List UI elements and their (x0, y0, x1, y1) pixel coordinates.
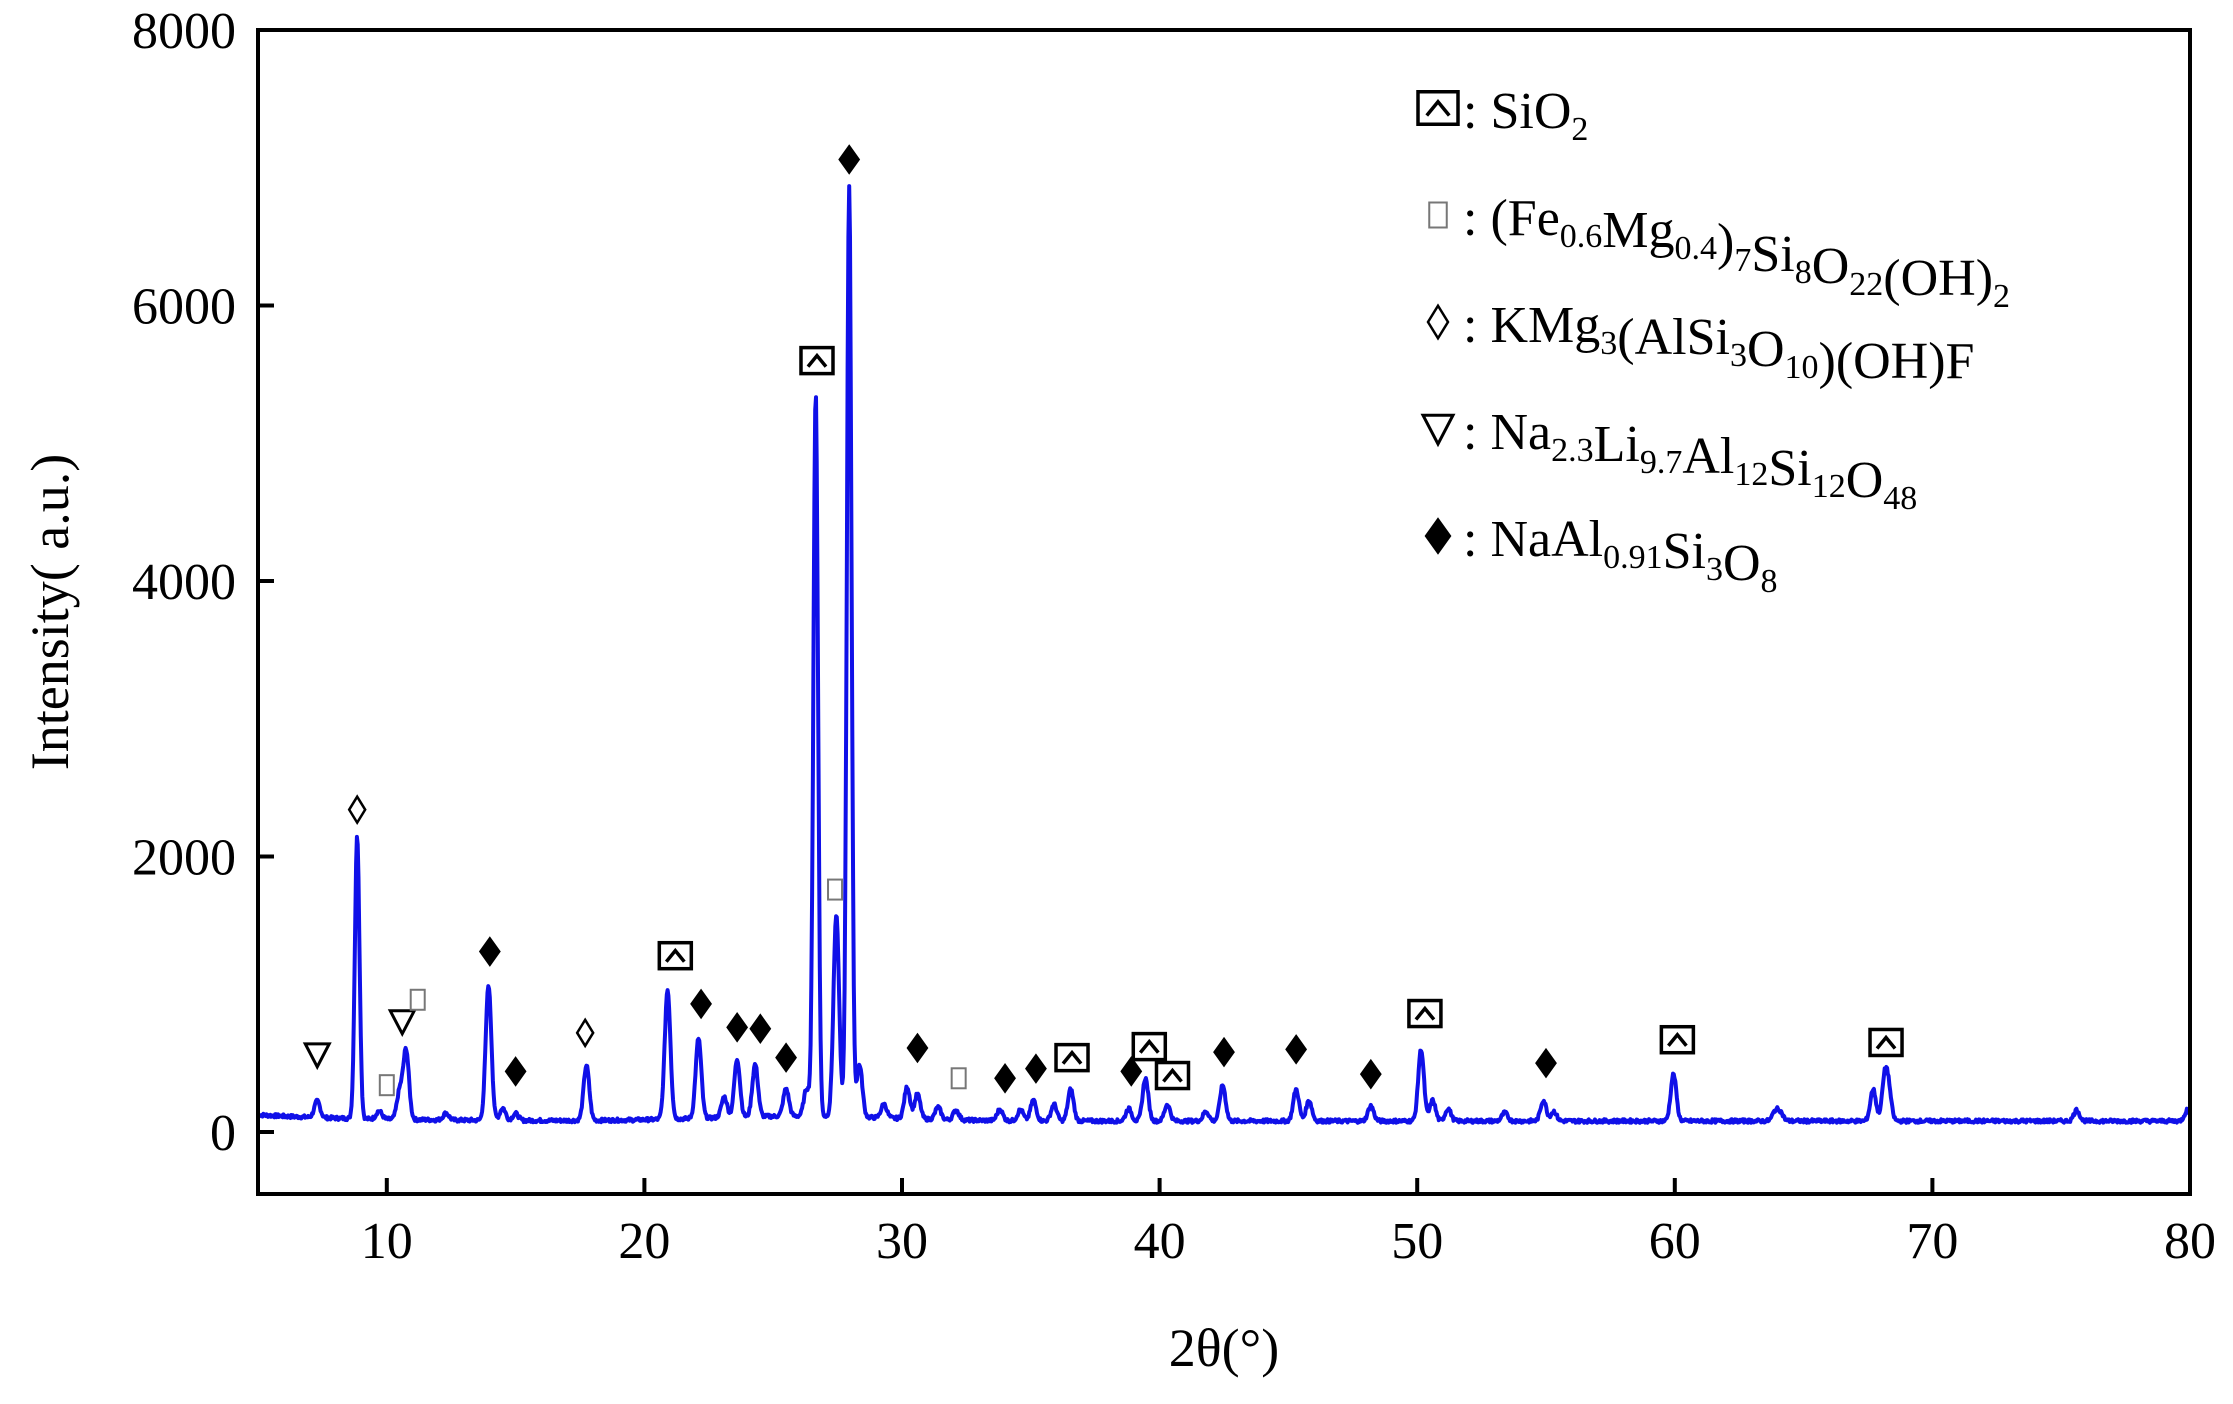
filled-diamond-marker (1535, 1047, 1557, 1079)
x-tick-label: 50 (1391, 1213, 1443, 1270)
y-tick-label: 0 (210, 1105, 236, 1162)
legend-item: : SiO2 (1416, 83, 1588, 148)
filled-diamond-marker (1120, 1056, 1143, 1087)
legend-label: : (Fe0.6Mg0.4)7Si8O22(OH)2 (1463, 190, 2010, 315)
filled-diamond-marker (1424, 517, 1452, 555)
legend-label: : NaAl0.91Si3O8 (1463, 511, 1778, 600)
filled-diamond-marker (775, 1042, 798, 1073)
small-square-marker (378, 1074, 395, 1097)
filled-diamond-marker (1285, 1034, 1308, 1065)
x-tick-label: 40 (1134, 1213, 1186, 1270)
boxed-caret-marker (1131, 1031, 1168, 1062)
filled-diamond-marker (1213, 1036, 1235, 1068)
xrd-pattern-line (256, 184, 2192, 1125)
peak-markers (302, 144, 1904, 1097)
plot-frame (256, 28, 2192, 1196)
filled-diamond-marker (478, 936, 501, 967)
boxed-caret-marker (799, 345, 835, 376)
filled-diamond-marker (726, 1012, 749, 1043)
small-square-marker (409, 988, 426, 1011)
boxed-caret-marker (1407, 998, 1443, 1029)
filled-diamond-marker (1025, 1053, 1047, 1084)
filled-diamond-marker (504, 1056, 527, 1087)
x-tick-label: 10 (361, 1213, 413, 1270)
legend: : SiO2 : (Fe0.6Mg0.4)7Si8O22(OH)2 : KMg3… (1416, 83, 2010, 600)
legend-item: : (Fe0.6Mg0.4)7Si8O22(OH)2 (1428, 190, 2010, 315)
boxed-caret-marker (1154, 1060, 1191, 1091)
legend-label: : SiO2 (1463, 83, 1588, 148)
legend-item: : NaAl0.91Si3O8 (1424, 511, 1778, 600)
y-tick-label: 4000 (132, 554, 236, 611)
filled-diamond-marker (994, 1062, 1016, 1094)
y-tick-label: 2000 (132, 830, 236, 887)
y-tick-label: 8000 (132, 3, 236, 60)
y-axis-label: Intensity( a.u.) (20, 454, 80, 770)
filled-diamond-marker (1359, 1058, 1382, 1090)
small-square-marker (1428, 201, 1448, 229)
open-diamond-marker (1426, 303, 1450, 341)
legend-item: : Na2.3Li9.7Al12Si12O48 (1420, 404, 1917, 517)
boxed-caret-marker (657, 940, 694, 971)
open-triangle-down-marker (1420, 413, 1456, 448)
boxed-caret-marker (1054, 1042, 1090, 1073)
y-tick-label: 6000 (132, 279, 236, 336)
filled-diamond-marker (906, 1032, 929, 1064)
filled-diamond-marker (749, 1013, 772, 1044)
x-tick-label: 20 (618, 1213, 670, 1270)
boxed-caret-marker (1868, 1027, 1904, 1058)
filled-diamond-marker (690, 988, 712, 1020)
small-square-marker (827, 878, 844, 901)
open-triangle-down-marker (302, 1042, 332, 1071)
open-diamond-marker (575, 1017, 595, 1049)
boxed-caret-marker (1659, 1024, 1696, 1055)
plot-area (256, 184, 2192, 1125)
legend-label: : KMg3(AlSi3O10)(OH)F (1463, 297, 1974, 390)
x-tick-label: 80 (2164, 1213, 2216, 1270)
filled-diamond-marker (838, 144, 861, 175)
x-axis-label: 2θ(°) (1169, 1318, 1279, 1378)
boxed-caret-marker (1416, 90, 1460, 126)
small-square-marker (950, 1067, 967, 1090)
x-tick-label: 60 (1649, 1213, 1701, 1270)
axes: 10 20 30 40 50 60 70 80 0 2000 4000 6000 8000 2θ(°) In… (20, 3, 2216, 1378)
open-triangle-down-marker (387, 1009, 417, 1038)
x-tick-label: 30 (876, 1213, 928, 1270)
legend-item: : KMg3(AlSi3O10)(OH)F (1426, 297, 1974, 390)
open-diamond-marker (347, 794, 367, 826)
x-tick-label: 70 (1906, 1213, 1958, 1270)
legend-label: : Na2.3Li9.7Al12Si12O48 (1463, 404, 1917, 517)
